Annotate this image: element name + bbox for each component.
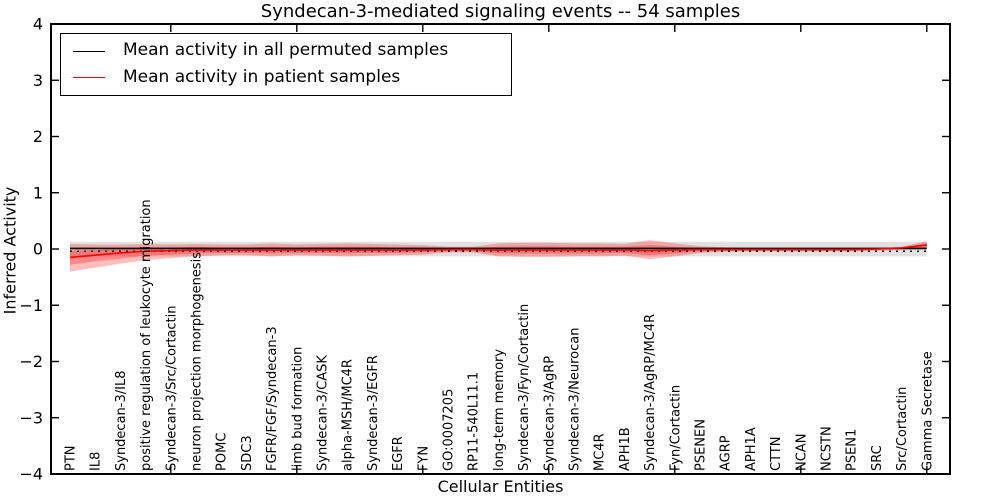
x-category-label: APH1B bbox=[618, 427, 633, 471]
x-category-label: Fyn/Cortactin bbox=[668, 385, 683, 471]
y-tick-label: −4 bbox=[19, 465, 43, 484]
x-category-label: RP11-540L11.1 bbox=[467, 372, 482, 471]
permuted-line-swatch bbox=[73, 50, 105, 52]
chart-title: Syndecan-3-mediated signaling events -- … bbox=[260, 1, 741, 22]
x-category-label: FYN bbox=[416, 446, 431, 471]
x-category-label: Gamma Secretase bbox=[920, 351, 935, 471]
x-category-label: Syndecan-3/CASK bbox=[316, 355, 331, 471]
legend-label-patient: Mean activity in patient samples bbox=[123, 66, 401, 87]
y-axis-title: Inferred Activity bbox=[0, 186, 20, 315]
x-category-label: long-term memory bbox=[492, 349, 507, 471]
x-category-label: neuron projection morphogenesis bbox=[190, 252, 205, 471]
x-category-label: PSENEN bbox=[694, 419, 709, 471]
x-category-label: alpha-MSH/MC4R bbox=[341, 359, 356, 471]
x-category-label: EGFR bbox=[391, 436, 406, 471]
x-category-label: GO:0007205 bbox=[442, 389, 457, 471]
x-category-label: MC4R bbox=[593, 433, 608, 471]
x-category-label: Syndecan-3/EGFR bbox=[366, 355, 381, 471]
legend: Mean activity in all permuted samples Me… bbox=[60, 33, 512, 96]
x-category-label: limb bud formation bbox=[290, 347, 305, 471]
x-category-label: Syndecan-3/AgRP/MC4R bbox=[643, 314, 658, 471]
x-category-label: IL8 bbox=[89, 452, 104, 471]
x-category-label: PTN bbox=[64, 445, 79, 471]
legend-item-patient: Mean activity in patient samples bbox=[73, 66, 499, 88]
y-tick-label: −2 bbox=[19, 352, 43, 371]
patient-line-swatch bbox=[73, 77, 105, 79]
y-tick-label: 1 bbox=[33, 183, 43, 202]
patient-mean-line bbox=[69, 244, 927, 259]
x-category-label: positive regulation of leukocyte migrati… bbox=[139, 199, 154, 471]
x-category-label: POMC bbox=[215, 433, 230, 471]
legend-label-permuted: Mean activity in all permuted samples bbox=[123, 40, 449, 61]
x-category-label: Syndecan-3/IL8 bbox=[114, 371, 129, 471]
x-category-label: Syndecan-3/Fyn/Cortactin bbox=[517, 304, 532, 471]
y-tick-label: −1 bbox=[19, 296, 43, 315]
x-category-label: Syndecan-3/Src/Cortactin bbox=[164, 305, 179, 471]
x-category-label: Syndecan-3/AgRP bbox=[542, 356, 557, 471]
x-category-label: NCAN bbox=[794, 434, 809, 471]
legend-item-permuted: Mean activity in all permuted samples bbox=[73, 41, 499, 61]
x-category-label: NCSTN bbox=[820, 426, 835, 471]
x-axis-title: Cellular Entities bbox=[437, 477, 564, 496]
x-category-label: AGRP bbox=[719, 435, 734, 471]
x-category-label: APH1A bbox=[744, 427, 759, 471]
x-category-label: Src/Cortactin bbox=[895, 387, 910, 471]
x-category-label: SDC3 bbox=[240, 435, 255, 471]
x-category-label: CTTN bbox=[769, 437, 784, 471]
y-tick-label: 0 bbox=[33, 240, 43, 259]
y-tick-label: 2 bbox=[33, 127, 43, 146]
x-category-label: PSEN1 bbox=[845, 429, 860, 471]
x-category-label: SRC bbox=[870, 445, 885, 471]
x-category-label: FGFR/FGF/Syndecan-3 bbox=[265, 326, 280, 471]
y-tick-label: 3 bbox=[33, 71, 43, 90]
x-category-label: Syndecan-3/Neurocan bbox=[568, 328, 583, 471]
y-tick-label: 4 bbox=[33, 15, 43, 34]
y-tick-label: −3 bbox=[19, 408, 43, 427]
